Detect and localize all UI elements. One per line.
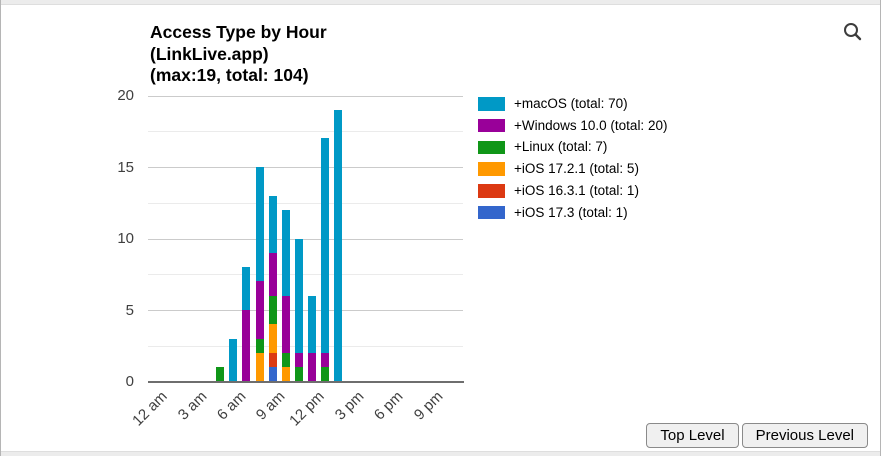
bar-segment[interactable]: [255, 338, 264, 353]
bar-segment[interactable]: [281, 352, 290, 368]
bar-segment[interactable]: [294, 367, 303, 382]
x-axis-tick-label: 3 am: [174, 388, 210, 424]
legend-label: +Windows 10.0 (total: 20): [514, 117, 668, 133]
drill-button-row: Top Level Previous Level: [646, 423, 868, 448]
minor-gridline: [148, 131, 463, 133]
bar-segment[interactable]: [268, 324, 277, 353]
legend-swatch: [478, 184, 505, 198]
page-bottom-strip: [1, 451, 880, 456]
previous-level-button[interactable]: Previous Level: [741, 423, 868, 448]
minor-gridline: [148, 202, 463, 204]
bar-segment[interactable]: [268, 352, 277, 368]
legend-item[interactable]: +iOS 17.2.1 (total: 5): [478, 162, 639, 176]
legend-swatch: [478, 162, 505, 176]
minor-gridline: [148, 345, 463, 347]
bar-segment[interactable]: [294, 352, 303, 368]
legend-item[interactable]: +Windows 10.0 (total: 20): [478, 117, 668, 133]
bar-segment[interactable]: [229, 338, 238, 382]
bar-segment[interactable]: [268, 295, 277, 325]
x-axis-tick-label: 6 am: [213, 388, 250, 424]
bar-segment[interactable]: [308, 295, 317, 353]
legend-swatch: [478, 118, 505, 133]
x-axis-tick-label: 6 pm: [371, 388, 407, 424]
y-axis-tick-label: 5: [125, 301, 134, 319]
legend-item[interactable]: +iOS 17.3 (total: 1): [478, 204, 628, 220]
bar-segment[interactable]: [321, 138, 330, 353]
legend-label: +Linux (total: 7): [514, 139, 608, 155]
bar-segment[interactable]: [308, 352, 317, 382]
bar-segment[interactable]: [255, 281, 264, 339]
page-top-strip: [1, 0, 880, 5]
bar-segment[interactable]: [268, 367, 277, 382]
search-icon[interactable]: [842, 21, 864, 43]
legend-swatch: [478, 205, 505, 220]
chart-title-line-2: (LinkLive.app): [150, 43, 269, 64]
x-axis-tick-label: 3 pm: [331, 388, 368, 424]
legend-swatch: [478, 140, 505, 155]
major-gridline: [148, 95, 463, 97]
x-axis-tick-label: 9 am: [253, 388, 289, 424]
chart-title-line-3: (max:19, total: 104): [150, 65, 309, 85]
bar-segment[interactable]: [268, 252, 277, 296]
x-axis-line: [148, 380, 464, 383]
minor-gridline: [148, 274, 463, 276]
x-axis-tick-label: 12 pm: [286, 388, 329, 430]
bar-segment[interactable]: [321, 367, 330, 382]
legend-label: +macOS (total: 70): [514, 96, 628, 111]
major-gridline: [148, 238, 463, 240]
chart-title: Access Type by Hour (LinkLive.app) (max:…: [150, 22, 327, 87]
legend-label: +iOS 16.3.1 (total: 1): [514, 182, 639, 198]
legend-label: +iOS 17.3 (total: 1): [514, 204, 628, 220]
legend-label: +iOS 17.2.1 (total: 5): [514, 161, 639, 177]
legend-item[interactable]: +iOS 16.3.1 (total: 1): [478, 182, 639, 198]
bar-segment[interactable]: [281, 209, 290, 296]
bar-segment[interactable]: [281, 367, 290, 382]
x-axis-tick-label: 12 am: [129, 388, 171, 430]
y-axis-tick-label: 20: [117, 87, 134, 104]
y-axis-tick-label: 0: [125, 373, 134, 390]
major-gridline: [148, 310, 463, 311]
bar-segment[interactable]: [255, 167, 264, 282]
bar-segment[interactable]: [321, 352, 330, 368]
legend-item[interactable]: +Linux (total: 7): [478, 139, 608, 155]
bar-segment[interactable]: [334, 109, 343, 382]
bar-segment[interactable]: [242, 310, 251, 382]
bar-segment[interactable]: [216, 367, 225, 382]
bar-segment[interactable]: [281, 295, 290, 353]
bar-segment[interactable]: [268, 195, 277, 253]
x-axis-tick-label: 9 pm: [410, 388, 447, 424]
legend-item[interactable]: +macOS (total: 70): [478, 97, 628, 111]
major-gridline: [148, 167, 463, 168]
chart-title-line-1: Access Type by Hour: [150, 22, 327, 42]
y-axis-tick-label: 15: [117, 158, 134, 176]
bar-segment[interactable]: [255, 352, 264, 382]
legend-swatch: [478, 97, 505, 111]
y-axis-tick-label: 10: [117, 230, 134, 247]
bar-segment[interactable]: [242, 267, 251, 310]
bar-segment[interactable]: [294, 238, 303, 353]
top-level-button[interactable]: Top Level: [646, 423, 739, 448]
